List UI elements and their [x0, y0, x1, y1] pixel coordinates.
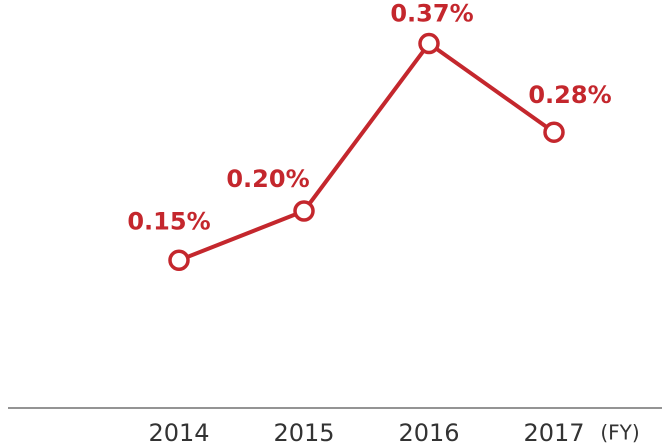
value-label: 0.15% — [127, 207, 210, 235]
point — [418, 32, 440, 55]
x-tick-label: 2015 — [273, 419, 334, 446]
x-tick-label: 2017 — [523, 419, 584, 446]
point — [168, 249, 190, 271]
value-label: 0.37% — [390, 0, 473, 28]
x-tick-label: 2014 — [148, 419, 209, 446]
value-label: 0.28% — [528, 81, 611, 109]
point — [543, 121, 565, 143]
point — [293, 200, 315, 222]
x-tick-label: 2016 — [398, 419, 459, 446]
x-axis-label: (FY) — [600, 421, 639, 445]
value-label: 0.20% — [226, 165, 309, 193]
line — [178, 41, 556, 263]
